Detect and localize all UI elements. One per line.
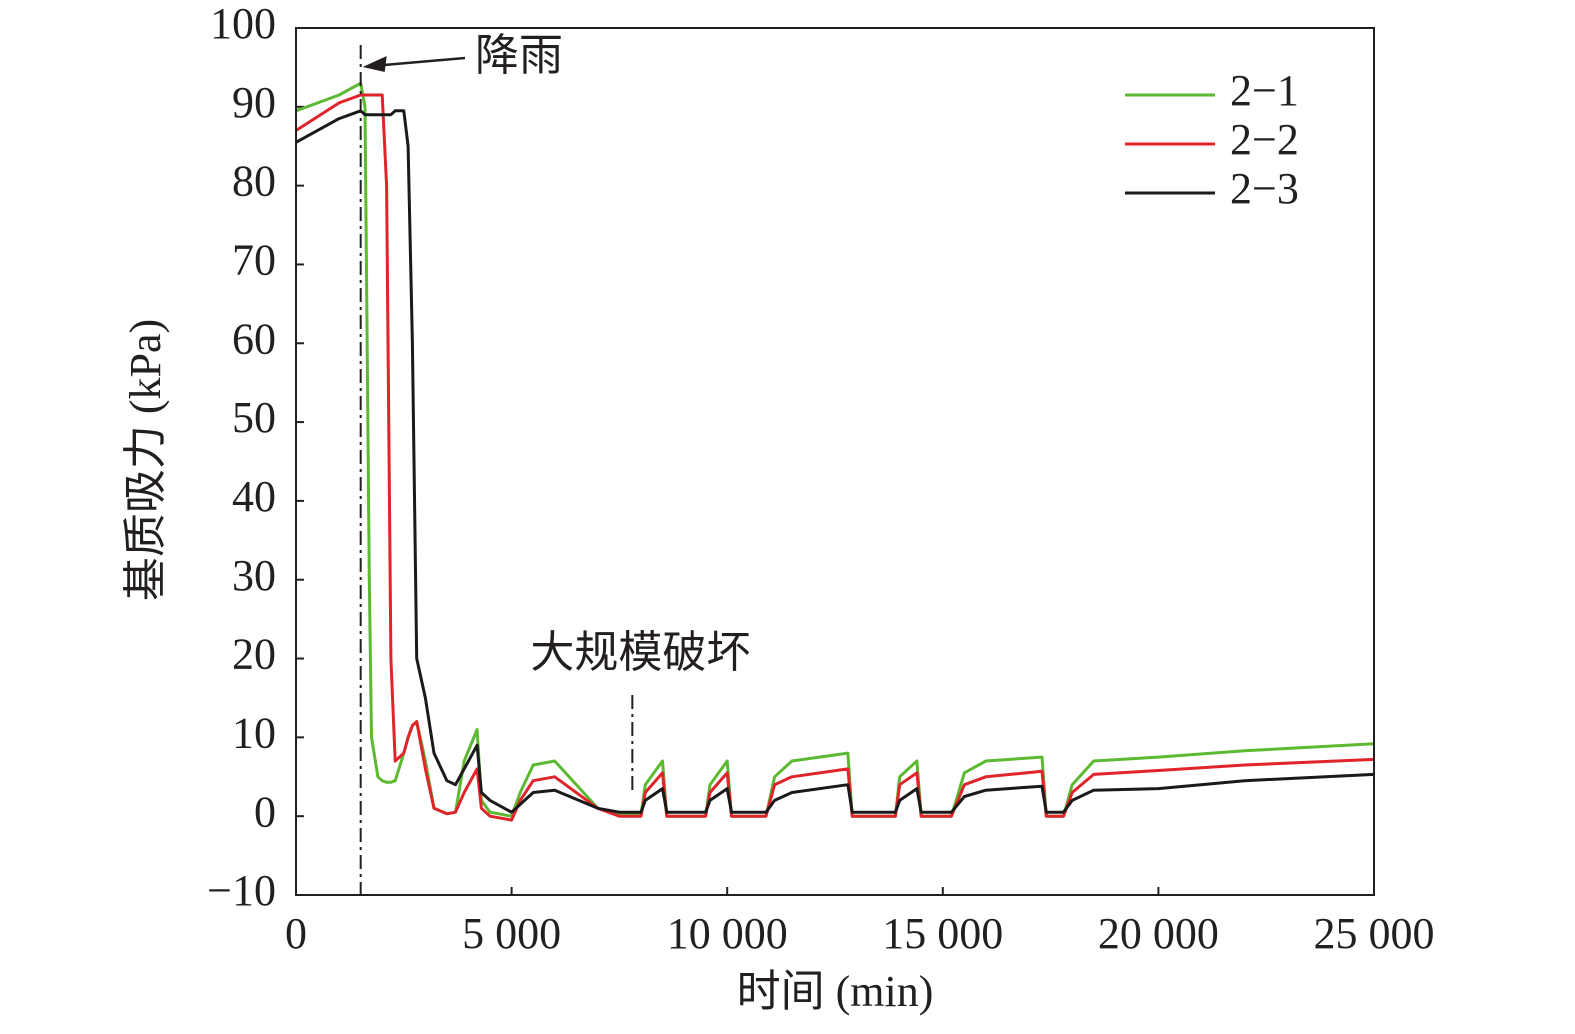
legend-label: 2−2 [1230,115,1299,164]
x-tick-label: 25 000 [1314,909,1435,958]
y-tick-label: 90 [232,78,276,127]
data-line [295,109,1375,814]
y-tick-label: 80 [232,157,276,206]
y-tick-label: 0 [254,787,276,836]
x-axis-label: 时间 (min) [737,967,934,1016]
x-tick-label: 10 000 [667,909,788,958]
y-tick-label: 50 [232,393,276,442]
y-tick-label: 10 [232,708,276,757]
x-tick-label: 0 [285,909,307,958]
legend-label: 2−1 [1230,66,1299,115]
y-tick-label: 20 [232,630,276,679]
x-tick-label: 20 000 [1098,909,1219,958]
legend-label: 2−3 [1230,164,1299,213]
data-line [295,93,1375,822]
y-axis-label: 基质吸力 (kPa) [121,319,170,601]
y-tick-label: −10 [207,866,276,915]
y-tick-label: 30 [232,551,276,600]
x-tick-label: 5 000 [462,909,561,958]
annotation: 大规模破坏 [530,628,750,677]
annotation: 降雨 [475,31,563,80]
x-tick-label: 15 000 [882,909,1003,958]
arrow-head [362,56,387,72]
plot-frame [295,27,1375,896]
y-tick-label: 70 [232,236,276,285]
y-tick-label: 100 [210,0,276,48]
y-tick-label: 60 [232,314,276,363]
y-tick-label: 40 [232,472,276,521]
arrow [372,56,466,68]
